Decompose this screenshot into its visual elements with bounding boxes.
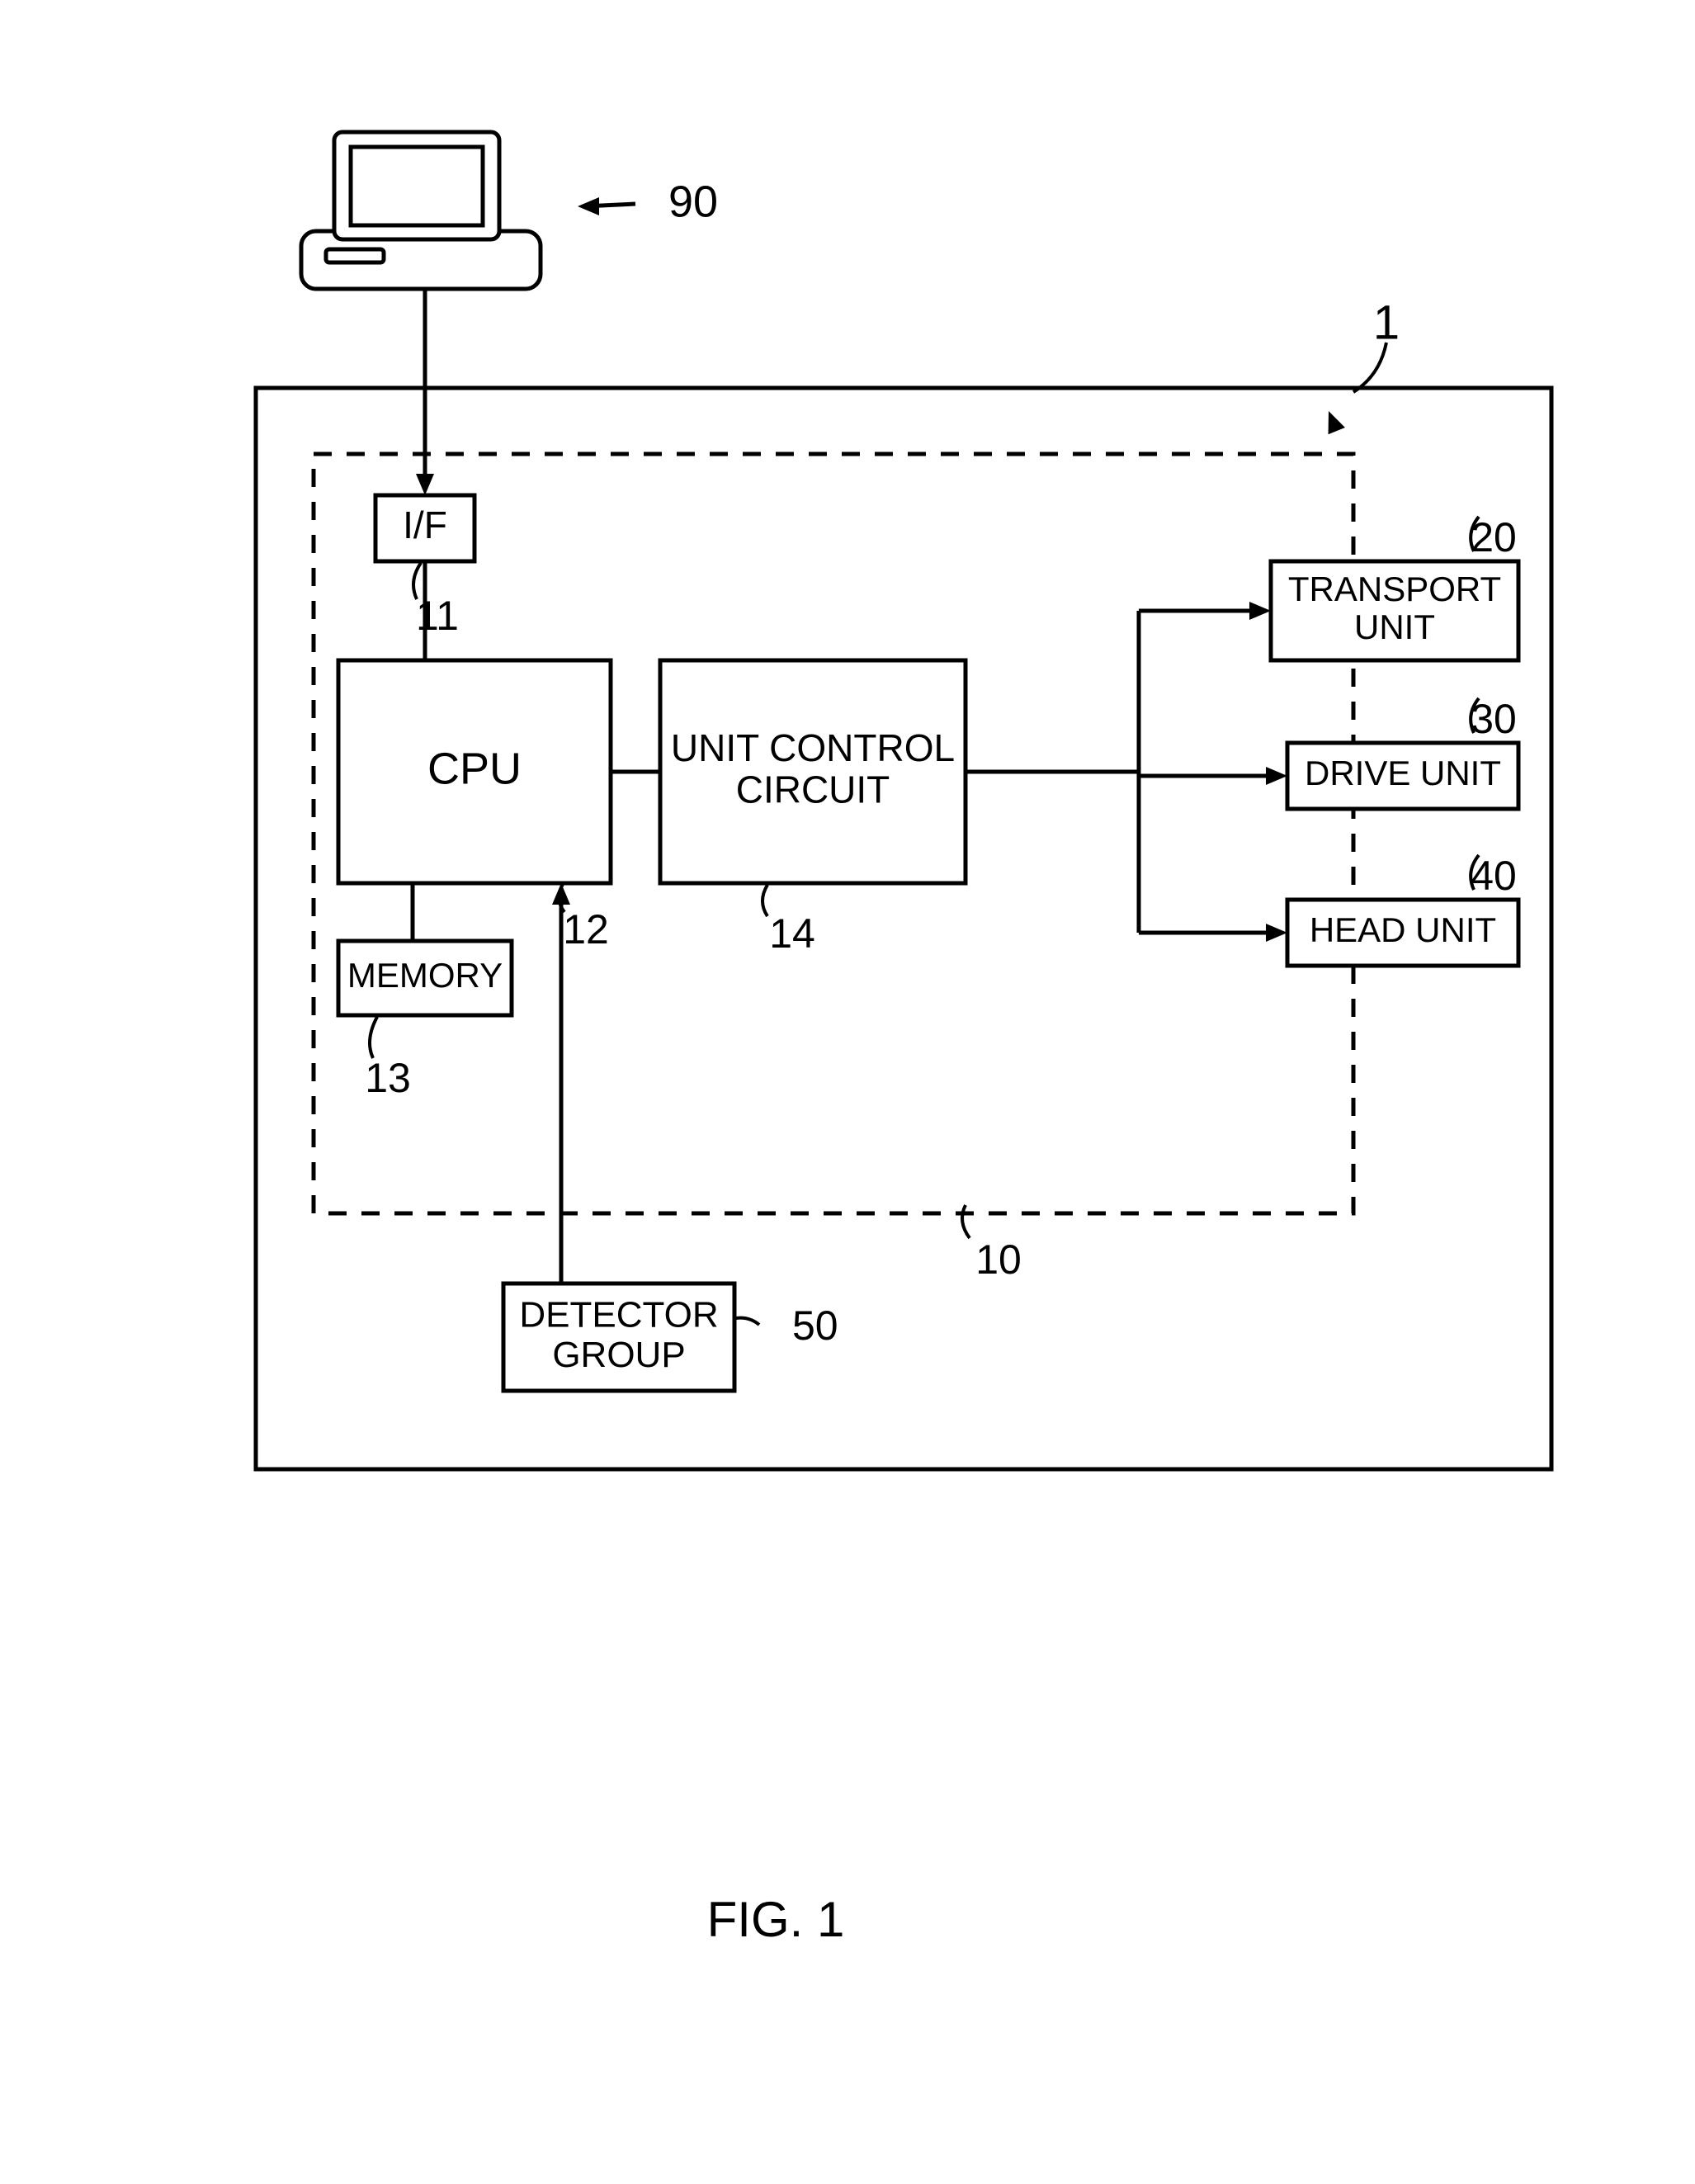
ref-10: 10 (975, 1236, 1022, 1283)
svg-text:DETECTOR: DETECTOR (519, 1294, 718, 1335)
svg-text:UNIT CONTROL: UNIT CONTROL (671, 726, 955, 769)
ref-11: 11 (416, 593, 459, 639)
tu-block: TRANSPORTUNIT (1271, 561, 1518, 660)
ref-90: 90 (668, 177, 718, 226)
computer-screen (351, 147, 483, 225)
ref-12: 12 (563, 906, 609, 953)
figure-caption: FIG. 1 (707, 1892, 845, 1947)
ref-30: 30 (1471, 696, 1517, 742)
svg-text:DRIVE UNIT: DRIVE UNIT (1305, 754, 1501, 792)
computer-slot (326, 249, 384, 262)
ref-20: 20 (1471, 514, 1517, 560)
svg-text:CPU: CPU (427, 744, 522, 793)
if-block: I/F (375, 495, 475, 561)
du-block: DRIVE UNIT (1287, 743, 1518, 809)
ucc-block: UNIT CONTROLCIRCUIT (660, 660, 966, 883)
mem-block: MEMORY (338, 941, 512, 1015)
ref-40: 40 (1471, 853, 1517, 899)
hu-block: HEAD UNIT (1287, 900, 1518, 966)
ref-14: 14 (769, 910, 815, 957)
svg-text:TRANSPORT: TRANSPORT (1288, 570, 1501, 608)
ref-1: 1 (1373, 295, 1400, 349)
ref-50: 50 (792, 1302, 838, 1349)
cpu-block: CPU (338, 660, 611, 883)
svg-text:CIRCUIT: CIRCUIT (736, 768, 890, 811)
svg-text:I/F: I/F (403, 503, 447, 546)
svg-text:UNIT: UNIT (1354, 607, 1435, 646)
svg-text:GROUP: GROUP (552, 1335, 685, 1375)
detg-block: DETECTORGROUP (503, 1283, 734, 1391)
svg-text:MEMORY: MEMORY (347, 956, 503, 995)
svg-text:HEAD UNIT: HEAD UNIT (1310, 910, 1496, 949)
ref-13: 13 (365, 1055, 411, 1101)
